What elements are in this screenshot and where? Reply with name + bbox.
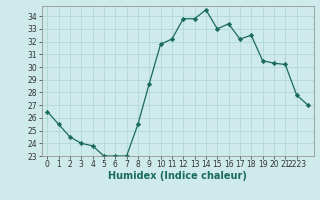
X-axis label: Humidex (Indice chaleur): Humidex (Indice chaleur) [108, 171, 247, 181]
